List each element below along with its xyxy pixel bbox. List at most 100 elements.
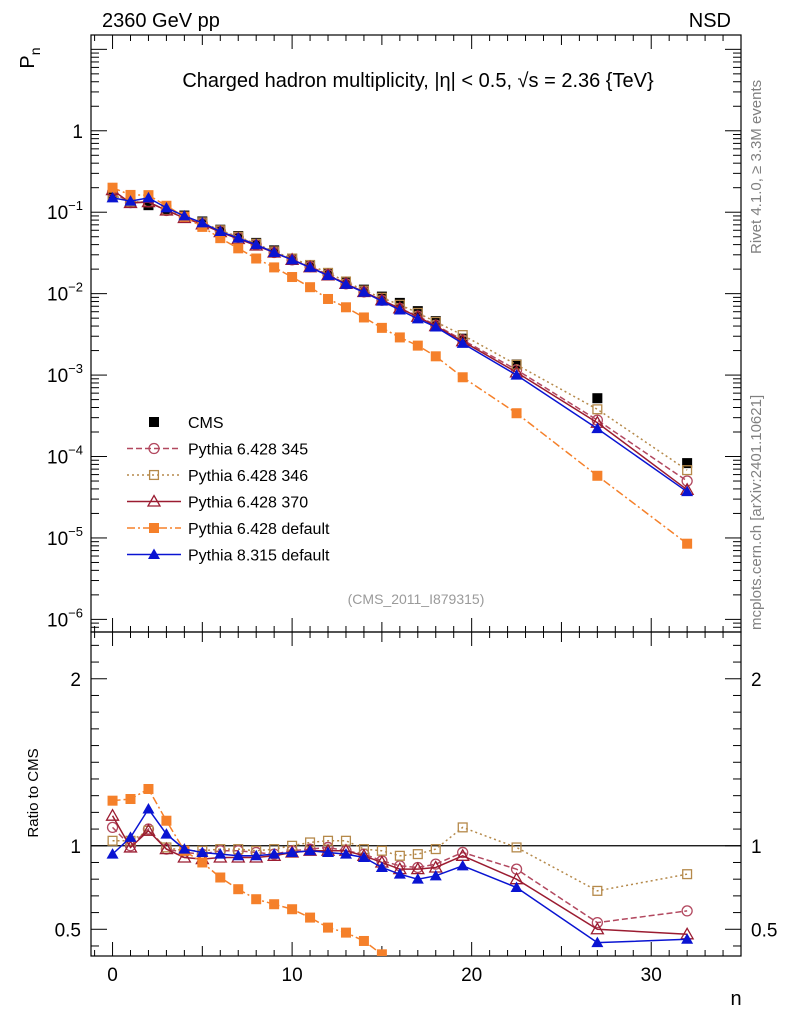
data-point	[143, 200, 154, 211]
data-point	[250, 238, 263, 250]
data-point	[196, 216, 209, 228]
data-point	[286, 253, 299, 265]
legend-marker	[149, 417, 159, 427]
legend-item: Pythia 8.315 default	[127, 548, 330, 565]
data-point	[214, 848, 227, 859]
header-right-label: NSD	[689, 10, 731, 32]
data-point	[196, 846, 209, 857]
y-tick-label: 2	[70, 670, 81, 691]
data-point	[375, 861, 388, 872]
series-line	[112, 826, 688, 892]
data-point	[105, 808, 120, 821]
data-point	[268, 848, 281, 859]
data-point	[376, 322, 387, 333]
data-point	[681, 485, 694, 497]
data-point	[106, 821, 119, 834]
data-point	[233, 243, 244, 254]
x-tick-label: 0	[107, 965, 118, 986]
data-point	[287, 904, 298, 915]
data-point	[457, 822, 468, 833]
x-axis-label: n	[730, 988, 741, 1010]
legend-label: CMS	[188, 415, 224, 432]
data-point	[107, 182, 118, 193]
data-point	[304, 844, 317, 856]
legend-item: Pythia 6.428 345	[127, 442, 308, 459]
data-point	[411, 312, 424, 324]
ratio-axis-label: Ratio to CMS	[25, 748, 42, 837]
x-tick-label: 10	[282, 965, 303, 986]
legend-item: Pythia 6.428 346	[127, 468, 308, 485]
legend-label: Pythia 8.315 default	[188, 548, 330, 565]
series-pythia-6-428-346	[107, 822, 693, 896]
data-point	[412, 340, 423, 351]
data-point	[125, 189, 136, 200]
legend-label: Pythia 6.428 370	[188, 495, 308, 512]
ratio-panel-frame	[90, 631, 742, 957]
data-point	[141, 823, 156, 836]
data-point	[682, 465, 693, 476]
data-point	[197, 857, 208, 868]
data-point	[358, 935, 369, 946]
data-point	[143, 783, 154, 794]
y-tick-label-right: 1	[751, 837, 762, 858]
main-panel: 10−6 10−5 10−4 10−3 10−2 10−1 1	[47, 34, 742, 633]
data-point	[590, 921, 605, 935]
data-point	[286, 846, 299, 857]
data-point	[592, 404, 603, 415]
data-point	[339, 848, 352, 859]
data-point	[357, 851, 370, 862]
data-point	[456, 859, 469, 871]
data-point	[232, 232, 245, 243]
legend-label: Pythia 6.428 346	[188, 468, 308, 485]
data-point	[161, 815, 172, 826]
y-tick-label: 1	[72, 122, 83, 143]
legend-marker	[146, 494, 162, 507]
rivet-version-label: Rivet 4.1.0, ≥ 3.3M events	[748, 80, 765, 254]
y-tick-label: 10−2	[47, 280, 83, 306]
data-point	[682, 458, 693, 469]
x-tick-label: 30	[641, 965, 662, 986]
data-point	[323, 922, 334, 933]
y-tick-label: 1	[70, 837, 81, 858]
data-point	[592, 393, 603, 404]
series-pythia-8-315-default	[106, 191, 694, 497]
data-point	[682, 538, 693, 549]
legend-marker	[148, 469, 160, 481]
y-tick-label: 10−3	[47, 361, 83, 387]
main-panel-frame	[90, 34, 742, 633]
data-point	[177, 850, 192, 863]
data-point	[322, 846, 335, 857]
data-point	[412, 849, 423, 860]
legend-marker	[149, 523, 159, 533]
legend-marker	[148, 442, 160, 455]
data-point	[287, 272, 298, 283]
data-point	[106, 191, 119, 203]
y-tick-label: 0.5	[55, 920, 81, 941]
data-point	[232, 849, 245, 861]
legend: CMS Pythia 6.428 345 Pythia 6.428 346 Pythi…	[127, 415, 330, 565]
data-point	[429, 320, 442, 332]
data-point	[160, 201, 173, 213]
data-point	[456, 337, 469, 348]
data-point	[142, 803, 155, 814]
data-point	[107, 835, 118, 846]
series-line	[112, 187, 688, 545]
legend-item: Pythia 6.428 default	[127, 521, 330, 538]
y-axis-label: Pn	[17, 47, 43, 68]
data-point	[393, 303, 406, 315]
data-point	[214, 225, 227, 236]
data-point	[142, 191, 155, 203]
y-tick-label: 10−1	[47, 198, 83, 224]
data-point	[592, 885, 603, 896]
data-point	[357, 286, 370, 297]
data-point	[322, 269, 335, 281]
data-point	[251, 894, 262, 905]
data-point	[123, 840, 138, 853]
y-tick-label: 10−5	[47, 524, 83, 550]
series-pythia-6-428-default	[107, 182, 693, 549]
data-point	[592, 470, 603, 481]
data-point	[511, 842, 522, 853]
data-point	[124, 195, 137, 206]
legend-label: Pythia 6.428 345	[188, 442, 308, 459]
data-point	[159, 841, 174, 855]
